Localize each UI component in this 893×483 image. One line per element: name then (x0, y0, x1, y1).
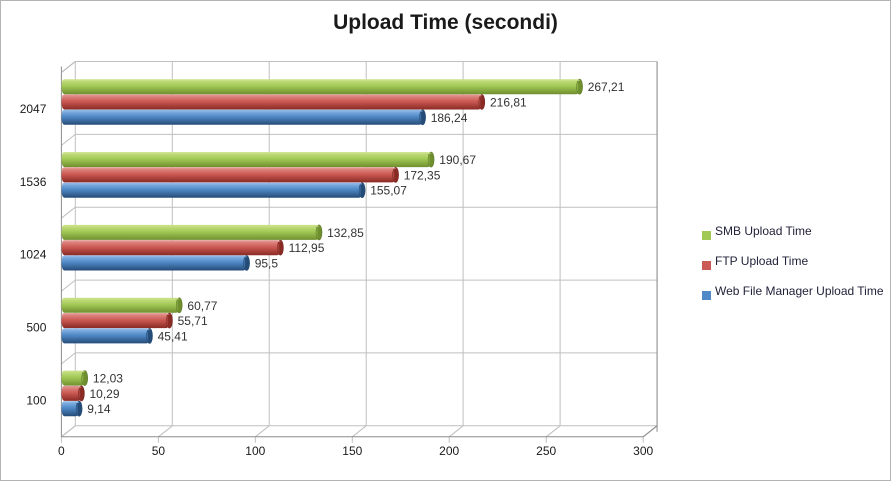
svg-text:300: 300 (633, 444, 653, 458)
svg-text:12,03: 12,03 (93, 372, 123, 386)
svg-text:10,29: 10,29 (90, 387, 120, 401)
svg-text:267,21: 267,21 (588, 80, 625, 94)
svg-text:9,14: 9,14 (87, 402, 111, 416)
svg-text:1536: 1536 (20, 175, 47, 189)
svg-text:216,81: 216,81 (490, 96, 527, 110)
svg-text:45,41: 45,41 (158, 329, 188, 343)
svg-text:95,5: 95,5 (255, 257, 279, 271)
svg-text:55,71: 55,71 (178, 314, 208, 328)
svg-text:100: 100 (26, 393, 46, 407)
svg-text:0: 0 (58, 444, 65, 458)
svg-text:100: 100 (245, 444, 265, 458)
svg-text:172,35: 172,35 (404, 168, 441, 182)
svg-text:2047: 2047 (20, 102, 47, 116)
svg-text:112,95: 112,95 (289, 241, 325, 255)
svg-text:186,24: 186,24 (431, 111, 468, 125)
svg-text:60,77: 60,77 (187, 299, 217, 313)
svg-text:155,07: 155,07 (370, 184, 407, 198)
svg-text:1024: 1024 (20, 248, 47, 262)
svg-text:150: 150 (342, 444, 362, 458)
svg-text:50: 50 (152, 444, 166, 458)
svg-text:500: 500 (26, 321, 46, 335)
svg-text:190,67: 190,67 (439, 153, 476, 167)
svg-text:250: 250 (536, 444, 556, 458)
svg-text:200: 200 (439, 444, 459, 458)
svg-text:132,85: 132,85 (327, 226, 364, 240)
